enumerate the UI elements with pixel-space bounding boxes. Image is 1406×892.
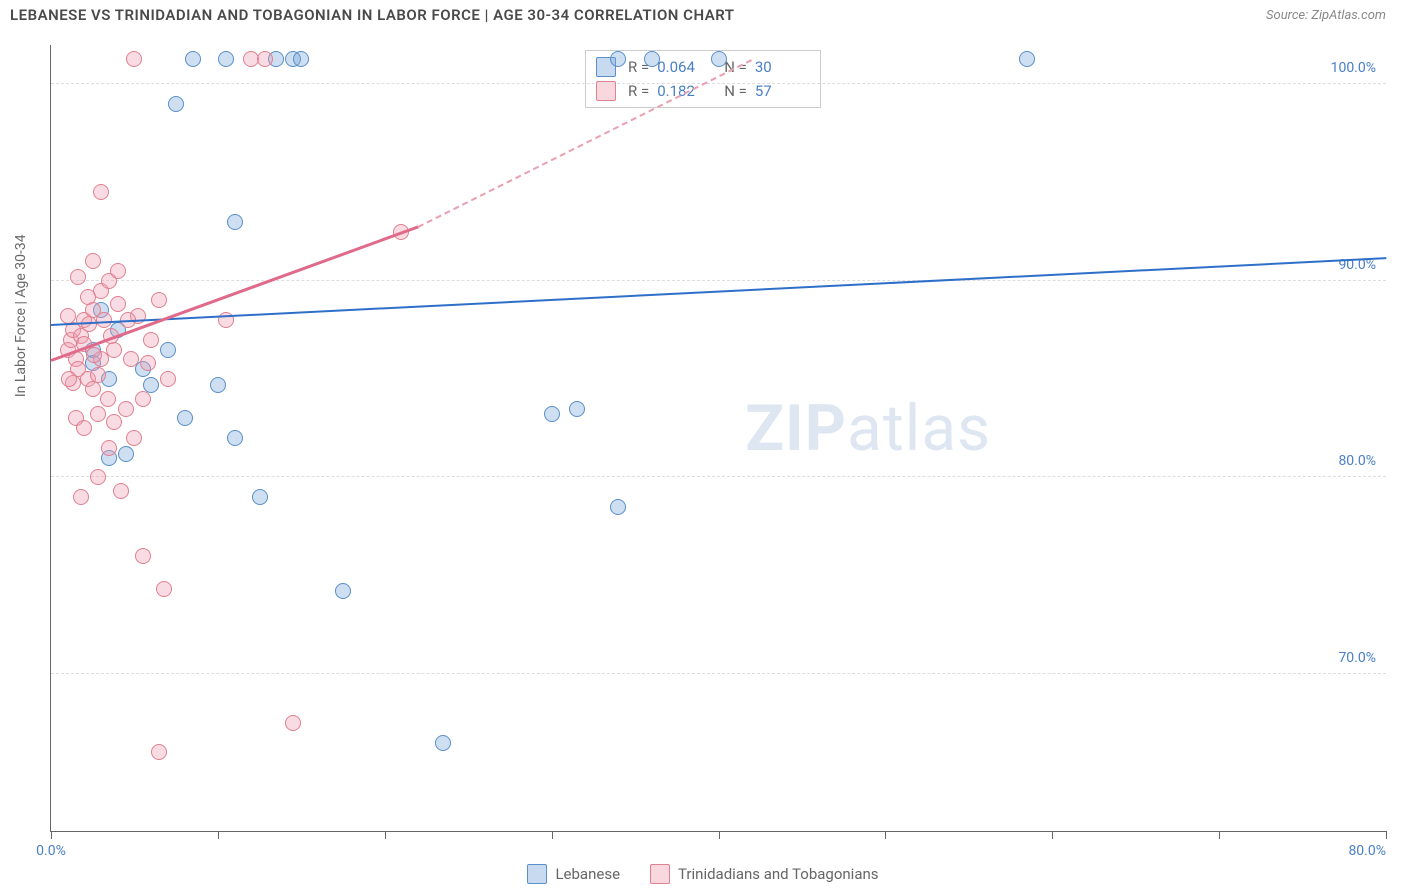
data-point [110,263,126,279]
data-point [135,548,151,564]
data-point [160,342,176,358]
data-point [1019,51,1035,67]
y-axis-label: In Labor Force | Age 30-34 [13,234,29,397]
data-point [210,377,226,393]
xtick [1386,831,1387,839]
data-point [151,292,167,308]
stats-row-blue: R = 0.064 N = 30 [596,55,810,79]
legend-item-trinidadian: Trinidadians and Tobagonians [650,864,878,884]
n-value-pink: 57 [755,82,810,100]
r-value-blue: 0.064 [657,58,712,76]
title-bar: LEBANESE VS TRINIDADIAN AND TOBAGONIAN I… [0,0,1406,30]
data-point [156,581,172,597]
data-point [293,51,309,67]
data-point [90,406,106,422]
data-point [85,253,101,269]
gridline [51,673,1386,674]
xtick [218,831,219,839]
data-point [110,296,126,312]
data-point [257,51,273,67]
data-point [90,367,106,383]
watermark: ZIPatlas [745,391,991,466]
data-point [160,371,176,387]
chart-container: In Labor Force | Age 30-34 ZIPatlas R = … [50,45,1386,832]
xtick [51,831,52,839]
gridline [51,83,1386,84]
data-point [106,342,122,358]
data-point [90,469,106,485]
plot-area: In Labor Force | Age 30-34 ZIPatlas R = … [50,45,1386,832]
chart-title: LEBANESE VS TRINIDADIAN AND TOBAGONIAN I… [10,6,735,24]
data-point [85,381,101,397]
data-point [100,391,116,407]
data-point [135,391,151,407]
data-point [185,51,201,67]
watermark-zip: ZIP [745,391,847,466]
r-label: R = [628,82,649,100]
data-point [113,483,129,499]
data-point [76,420,92,436]
xtick-label: 0.0% [36,843,66,859]
xtick [885,831,886,839]
data-point [60,308,76,324]
data-point [61,371,77,387]
xtick [1052,831,1053,839]
data-point [118,446,134,462]
data-point [123,351,139,367]
source-label: Source: ZipAtlas.com [1266,8,1386,23]
data-point [151,744,167,760]
n-label: N = [724,82,747,100]
data-point [140,355,156,371]
data-point [118,401,134,417]
legend-label-trinidadian: Trinidadians and Tobagonians [678,865,878,883]
data-point [101,440,117,456]
data-point [252,489,268,505]
data-point [106,414,122,430]
data-point [610,51,626,67]
ytick-label: 80.0% [1338,453,1376,469]
xtick [719,831,720,839]
data-point [126,51,142,67]
data-point [73,489,89,505]
data-point [610,499,626,515]
data-point [711,51,727,67]
swatch-pink-icon [650,864,670,884]
data-point [569,401,585,417]
legend-item-lebanese: Lebanese [527,864,620,884]
watermark-atlas: atlas [847,391,991,466]
data-point [435,735,451,751]
data-point [218,51,234,67]
trendline [51,257,1386,326]
data-point [335,583,351,599]
data-point [227,214,243,230]
data-point [143,332,159,348]
data-point [93,184,109,200]
gridline [51,280,1386,281]
xtick [552,831,553,839]
ytick-label: 100.0% [1331,60,1376,76]
data-point [80,289,96,305]
data-point [227,430,243,446]
data-point [177,410,193,426]
legend-label-lebanese: Lebanese [555,865,620,883]
data-point [285,715,301,731]
data-point [168,96,184,112]
data-point [544,406,560,422]
n-value-blue: 30 [755,58,810,76]
data-point [86,347,102,363]
data-point [70,269,86,285]
data-point [644,51,660,67]
xtick-label: 80.0% [1348,843,1386,859]
ytick-label: 70.0% [1338,650,1376,666]
xtick [1219,831,1220,839]
gridline [51,476,1386,477]
bottom-legend: Lebanese Trinidadians and Tobagonians [0,864,1406,884]
swatch-blue-icon [527,864,547,884]
xtick [385,831,386,839]
data-point [126,430,142,446]
